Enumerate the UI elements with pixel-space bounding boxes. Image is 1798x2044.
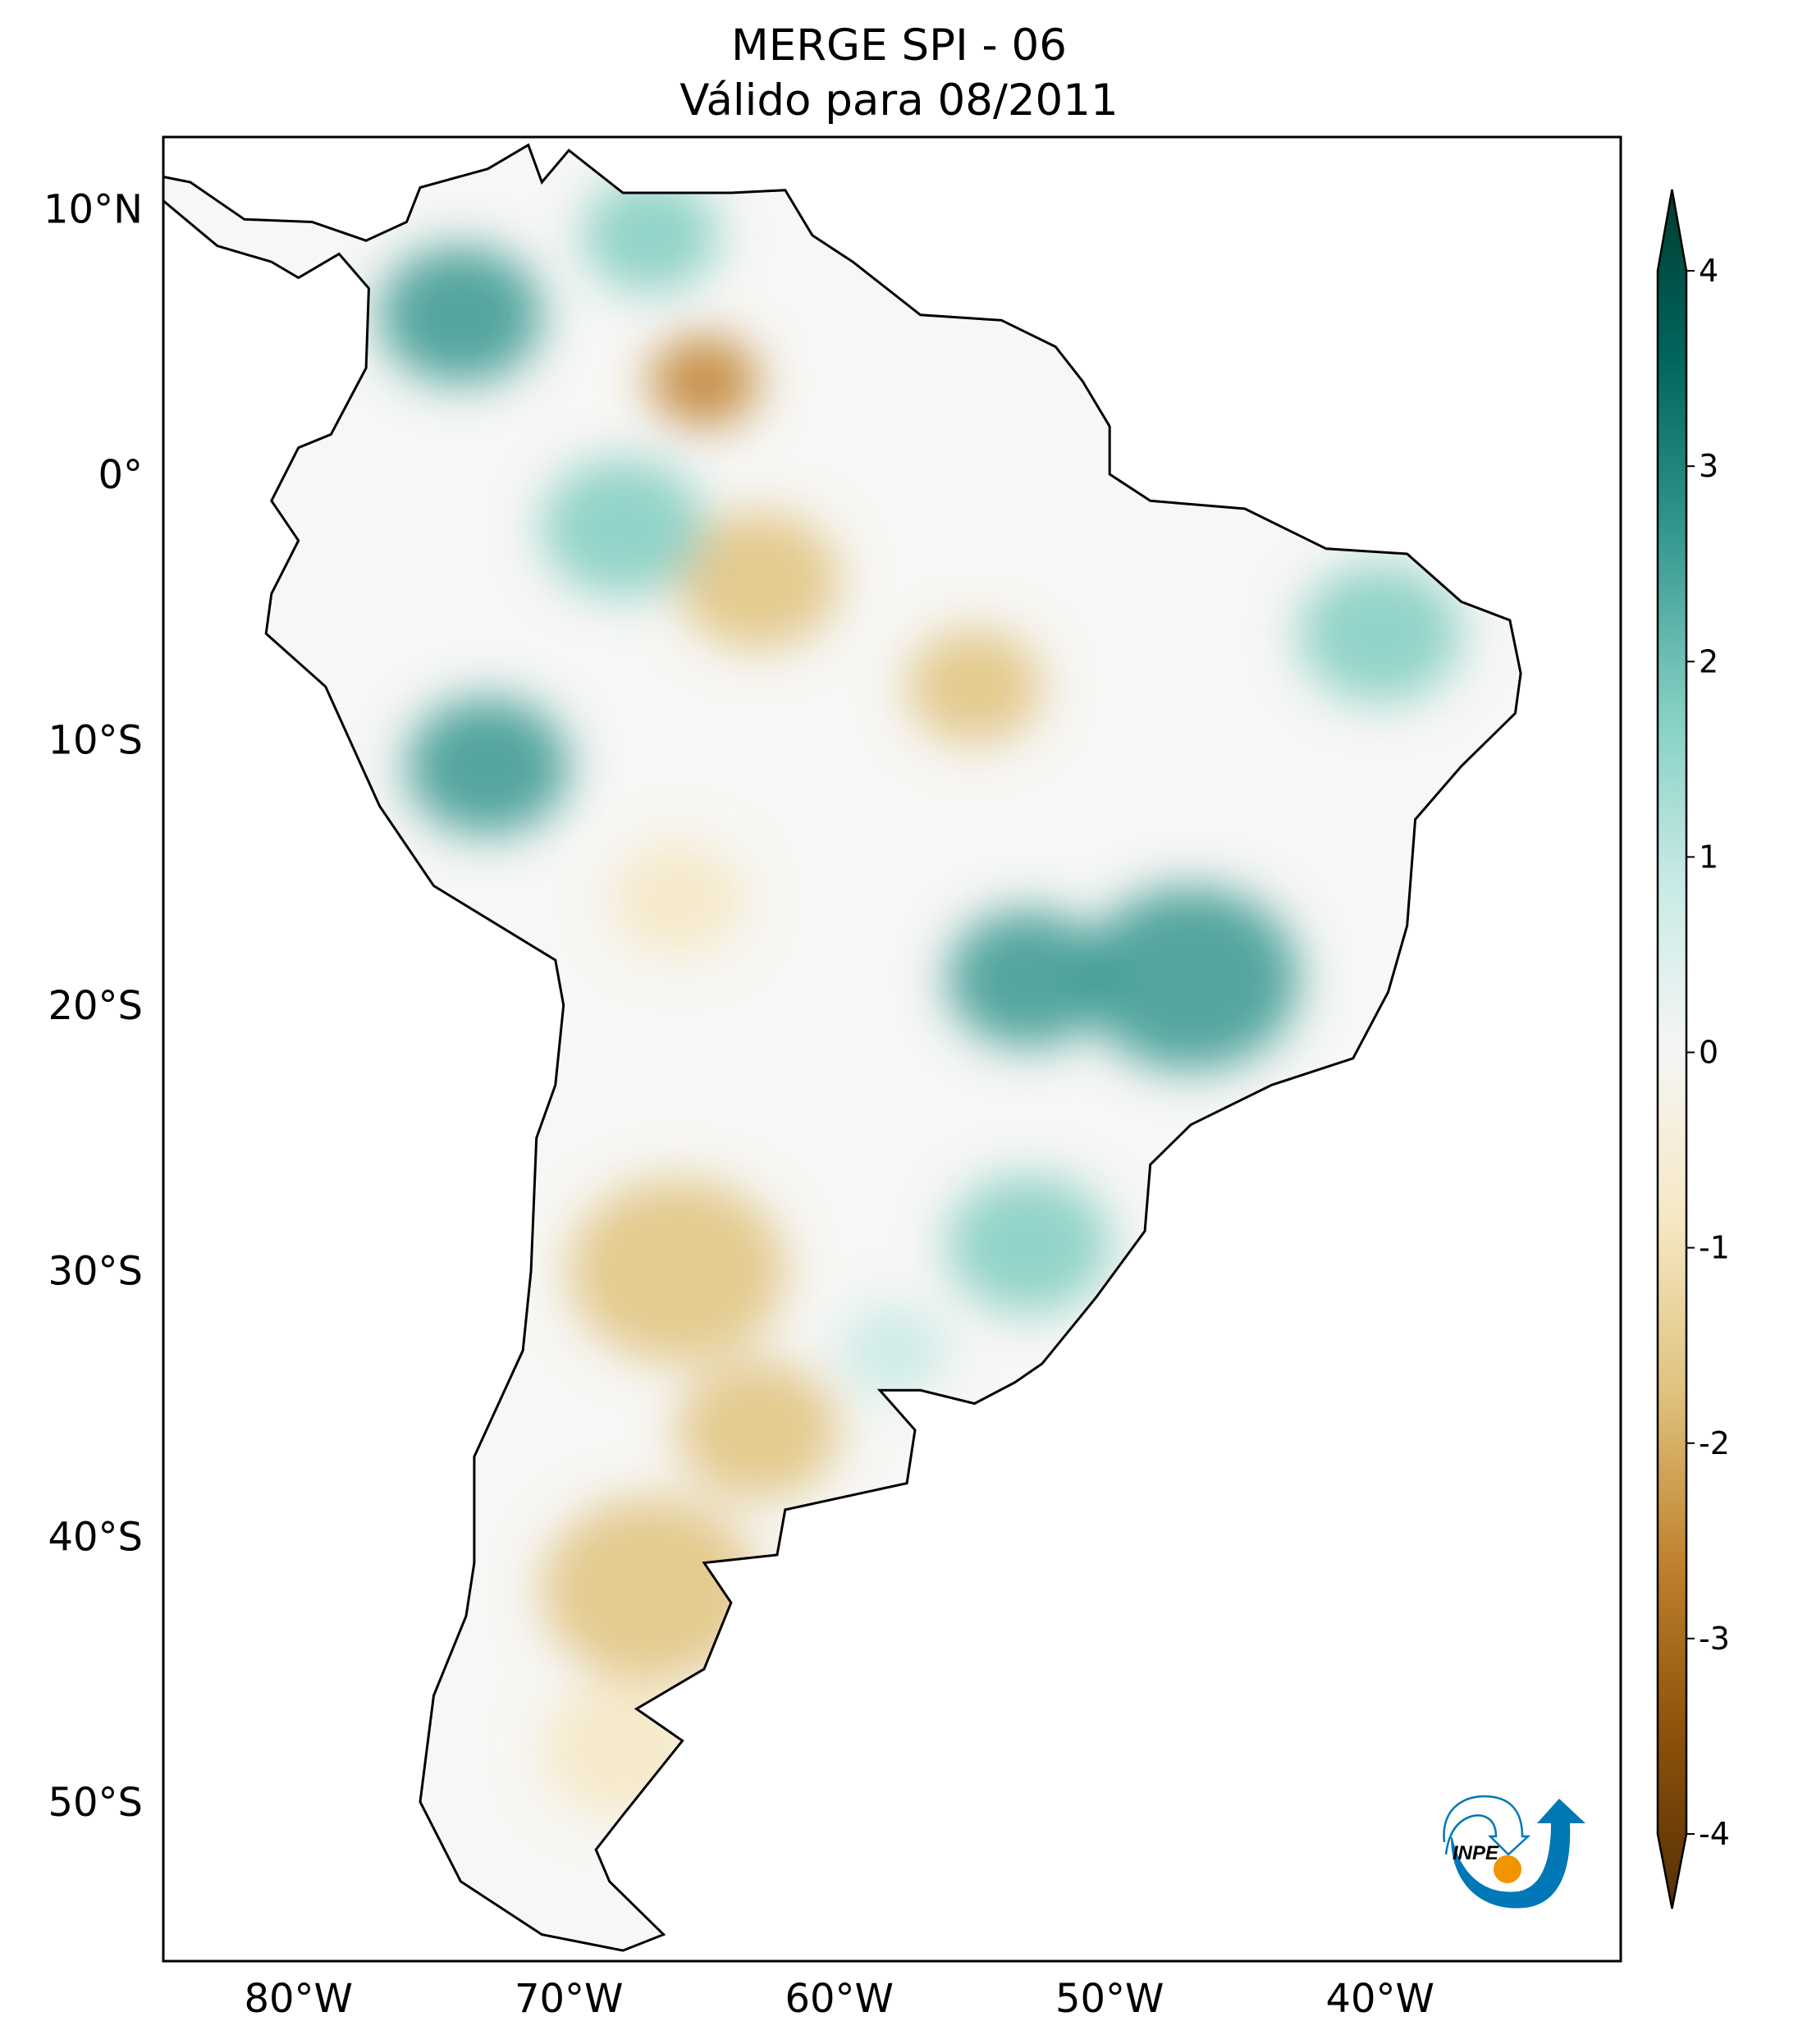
latitude-tick-label: 40°S bbox=[48, 1514, 143, 1560]
anomaly-region bbox=[907, 629, 1042, 744]
logo-text: INPE bbox=[1453, 1842, 1499, 1864]
anomaly-region bbox=[677, 511, 840, 650]
land-area bbox=[162, 143, 1522, 1952]
colorbar-tick-label: -2 bbox=[1699, 1425, 1730, 1461]
colorbar-tick-label: 0 bbox=[1699, 1035, 1718, 1071]
anomaly-region bbox=[582, 177, 718, 293]
latitude-tick-label: 10°N bbox=[43, 186, 143, 232]
logo-loop bbox=[1443, 1795, 1531, 1856]
colorbar-tick-label: 1 bbox=[1699, 839, 1718, 875]
logo-arrow bbox=[1451, 1799, 1585, 1909]
anomaly-region bbox=[1082, 886, 1299, 1071]
anomaly-region bbox=[947, 909, 1110, 1048]
latitude-tick-label: 30°S bbox=[48, 1249, 143, 1295]
longitude-tick-label: 60°W bbox=[785, 1976, 894, 2022]
latitude-tick-label: 0° bbox=[98, 452, 143, 498]
longitude-tick-label: 80°W bbox=[244, 1976, 353, 2022]
colorbar-scale bbox=[1656, 189, 1688, 1909]
latitude-axis: 10°N 0° 10°S 20°S 30°S 40°S 50°S bbox=[43, 186, 143, 1825]
anomaly-region bbox=[569, 1178, 785, 1363]
anomaly-region bbox=[406, 697, 570, 835]
map-title: MERGE SPI - 06 bbox=[731, 21, 1067, 71]
colorbar-tick-label: 2 bbox=[1699, 643, 1718, 679]
longitude-tick-label: 40°W bbox=[1325, 1976, 1434, 2022]
logo-sun bbox=[1494, 1855, 1521, 1883]
spi-anomaly-field bbox=[379, 177, 1462, 1818]
inpe-logo: INPE bbox=[1443, 1795, 1585, 1909]
colorbar-tick-label: -1 bbox=[1699, 1230, 1730, 1266]
anomaly-region bbox=[542, 458, 704, 597]
longitude-tick-label: 70°W bbox=[515, 1976, 624, 2022]
coastline bbox=[162, 143, 1522, 1952]
anomaly-region bbox=[947, 1175, 1110, 1314]
anomaly-region bbox=[677, 1360, 840, 1499]
colorbar-tick-label: -4 bbox=[1699, 1816, 1730, 1852]
colorbar-tick-label: -3 bbox=[1699, 1621, 1730, 1657]
anomaly-region bbox=[1298, 565, 1462, 703]
anomaly-region bbox=[542, 1680, 704, 1818]
anomaly-region bbox=[379, 245, 542, 384]
colorbar: 4 3 2 1 0 -1 -2 -3 -4 bbox=[1656, 189, 1730, 1909]
anomaly-region bbox=[650, 335, 758, 428]
colorbar-tick-label: 3 bbox=[1699, 448, 1718, 484]
map-subtitle: Válido para 08/2011 bbox=[679, 75, 1119, 126]
anomaly-region bbox=[839, 1304, 948, 1397]
anomaly-region bbox=[609, 841, 745, 957]
longitude-axis: 80°W 70°W 60°W 50°W 40°W bbox=[244, 1976, 1434, 2022]
continent-fill bbox=[163, 144, 1521, 1951]
map-frame bbox=[162, 135, 1622, 1963]
latitude-tick-label: 20°S bbox=[48, 983, 143, 1029]
longitude-tick-label: 50°W bbox=[1055, 1976, 1164, 2022]
colorbar-tick-label: 4 bbox=[1699, 253, 1718, 289]
anomaly-region bbox=[542, 1497, 758, 1682]
latitude-tick-label: 10°S bbox=[48, 718, 143, 764]
latitude-tick-label: 50°S bbox=[48, 1780, 143, 1826]
